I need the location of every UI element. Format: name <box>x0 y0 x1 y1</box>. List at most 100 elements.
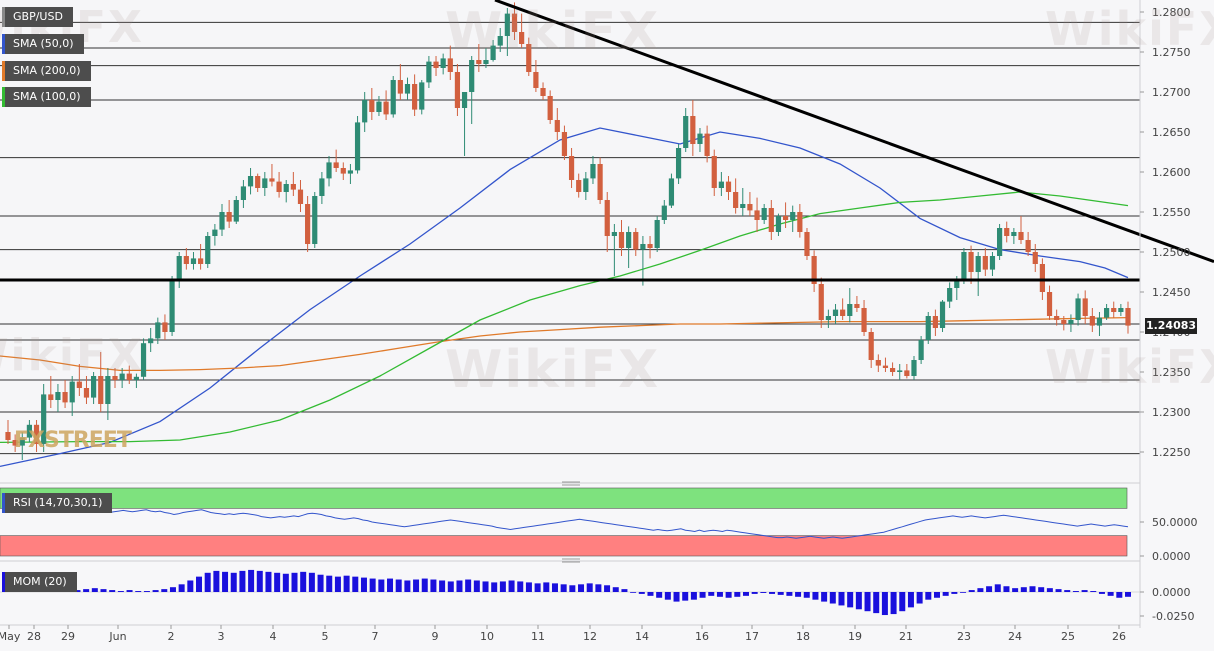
candle-body[interactable] <box>526 44 532 72</box>
candle-body[interactable] <box>725 181 732 192</box>
candle-body[interactable] <box>126 373 132 380</box>
candle-body[interactable] <box>897 370 903 372</box>
candle-body[interactable] <box>747 204 753 211</box>
candle-body[interactable] <box>105 376 111 404</box>
candle-body[interactable] <box>925 316 931 340</box>
candle-body[interactable] <box>847 304 853 316</box>
candle-body[interactable] <box>1046 292 1053 316</box>
candle-body[interactable] <box>840 309 846 316</box>
candle-body[interactable] <box>1082 298 1088 316</box>
candle-body[interactable] <box>305 204 311 244</box>
candle-body[interactable] <box>176 256 182 280</box>
candle-body[interactable] <box>540 88 546 96</box>
candle-body[interactable] <box>62 392 68 403</box>
candle-body[interactable] <box>1103 308 1110 318</box>
candle-body[interactable] <box>283 184 289 192</box>
candle-body[interactable] <box>961 252 967 280</box>
candle-body[interactable] <box>255 176 261 188</box>
candle-body[interactable] <box>433 61 439 68</box>
candle-body[interactable] <box>205 236 211 264</box>
candle-body[interactable] <box>497 36 503 46</box>
candle-body[interactable] <box>404 84 411 94</box>
candle-body[interactable] <box>1118 308 1124 312</box>
candle-body[interactable] <box>48 394 54 400</box>
candle-body[interactable] <box>868 332 874 360</box>
legend-rsi[interactable]: RSI (14,70,30,1) <box>2 493 113 513</box>
candle-body[interactable] <box>918 340 924 360</box>
candle-body[interactable] <box>212 229 218 236</box>
candle-body[interactable] <box>1011 232 1017 236</box>
candle-body[interactable] <box>661 205 667 220</box>
candle-body[interactable] <box>1096 317 1103 326</box>
candle-body[interactable] <box>561 132 568 156</box>
candle-body[interactable] <box>704 133 710 156</box>
candle-body[interactable] <box>697 133 703 144</box>
candle-body[interactable] <box>362 100 368 123</box>
candle-body[interactable] <box>226 212 232 222</box>
candle-body[interactable] <box>5 432 11 440</box>
candle-body[interactable] <box>690 116 696 144</box>
candle-body[interactable] <box>148 338 154 344</box>
candle-body[interactable] <box>775 216 782 232</box>
candle-body[interactable] <box>1125 308 1131 326</box>
candle-body[interactable] <box>354 122 361 171</box>
candle-body[interactable] <box>875 360 881 366</box>
candle-body[interactable] <box>768 208 774 232</box>
candle-body[interactable] <box>219 212 225 230</box>
candle-body[interactable] <box>583 178 589 192</box>
candle-body[interactable] <box>654 220 660 248</box>
candle-body[interactable] <box>882 365 889 368</box>
candle-body[interactable] <box>347 170 354 174</box>
candle-body[interactable] <box>683 116 689 148</box>
candle-body[interactable] <box>119 373 125 380</box>
legend-sma50[interactable]: SMA (50,0) <box>2 34 84 54</box>
candle-body[interactable] <box>939 301 946 328</box>
candle-body[interactable] <box>504 13 510 36</box>
candle-body[interactable] <box>711 156 717 188</box>
candle-body[interactable] <box>854 304 860 308</box>
candle-body[interactable] <box>262 178 268 188</box>
legend-mom[interactable]: MOM (20) <box>2 572 77 592</box>
candle-body[interactable] <box>668 178 675 206</box>
candle-body[interactable] <box>198 258 204 264</box>
candle-body[interactable] <box>989 256 996 270</box>
candle-body[interactable] <box>675 148 682 179</box>
candle-body[interactable] <box>889 368 896 372</box>
candle-body[interactable] <box>419 82 425 110</box>
candle-body[interactable] <box>633 232 639 250</box>
candle-body[interactable] <box>1004 228 1010 236</box>
candle-body[interactable] <box>825 316 831 320</box>
candle-body[interactable] <box>1054 316 1060 320</box>
candle-body[interactable] <box>162 322 168 332</box>
candle-body[interactable] <box>383 101 389 115</box>
candle-body[interactable] <box>340 168 346 174</box>
candle-body[interactable] <box>183 256 189 264</box>
candle-body[interactable] <box>733 192 739 208</box>
candle-body[interactable] <box>483 60 489 64</box>
candle-body[interactable] <box>1032 252 1038 264</box>
candle-body[interactable] <box>954 280 960 288</box>
candle-body[interactable] <box>911 360 917 376</box>
candle-body[interactable] <box>804 232 810 256</box>
candle-body[interactable] <box>247 176 254 187</box>
candle-body[interactable] <box>626 232 632 248</box>
candle-body[interactable] <box>12 440 18 446</box>
candle-body[interactable] <box>818 284 824 320</box>
candle-body[interactable] <box>761 208 767 220</box>
candle-body[interactable] <box>597 164 603 200</box>
candle-body[interactable] <box>754 210 760 220</box>
candle-body[interactable] <box>1018 232 1024 240</box>
candle-body[interactable] <box>440 58 446 68</box>
candle-body[interactable] <box>454 72 461 108</box>
candle-body[interactable] <box>947 288 953 302</box>
candle-body[interactable] <box>1061 320 1067 324</box>
candle-body[interactable] <box>547 96 553 120</box>
candle-body[interactable] <box>319 178 325 196</box>
candle-body[interactable] <box>326 162 332 179</box>
candle-body[interactable] <box>511 13 518 32</box>
candle-body[interactable] <box>904 370 910 376</box>
candle-body[interactable] <box>1039 264 1045 292</box>
candle-body[interactable] <box>1089 316 1095 326</box>
candle-body[interactable] <box>69 381 75 403</box>
candle-body[interactable] <box>1068 320 1074 324</box>
